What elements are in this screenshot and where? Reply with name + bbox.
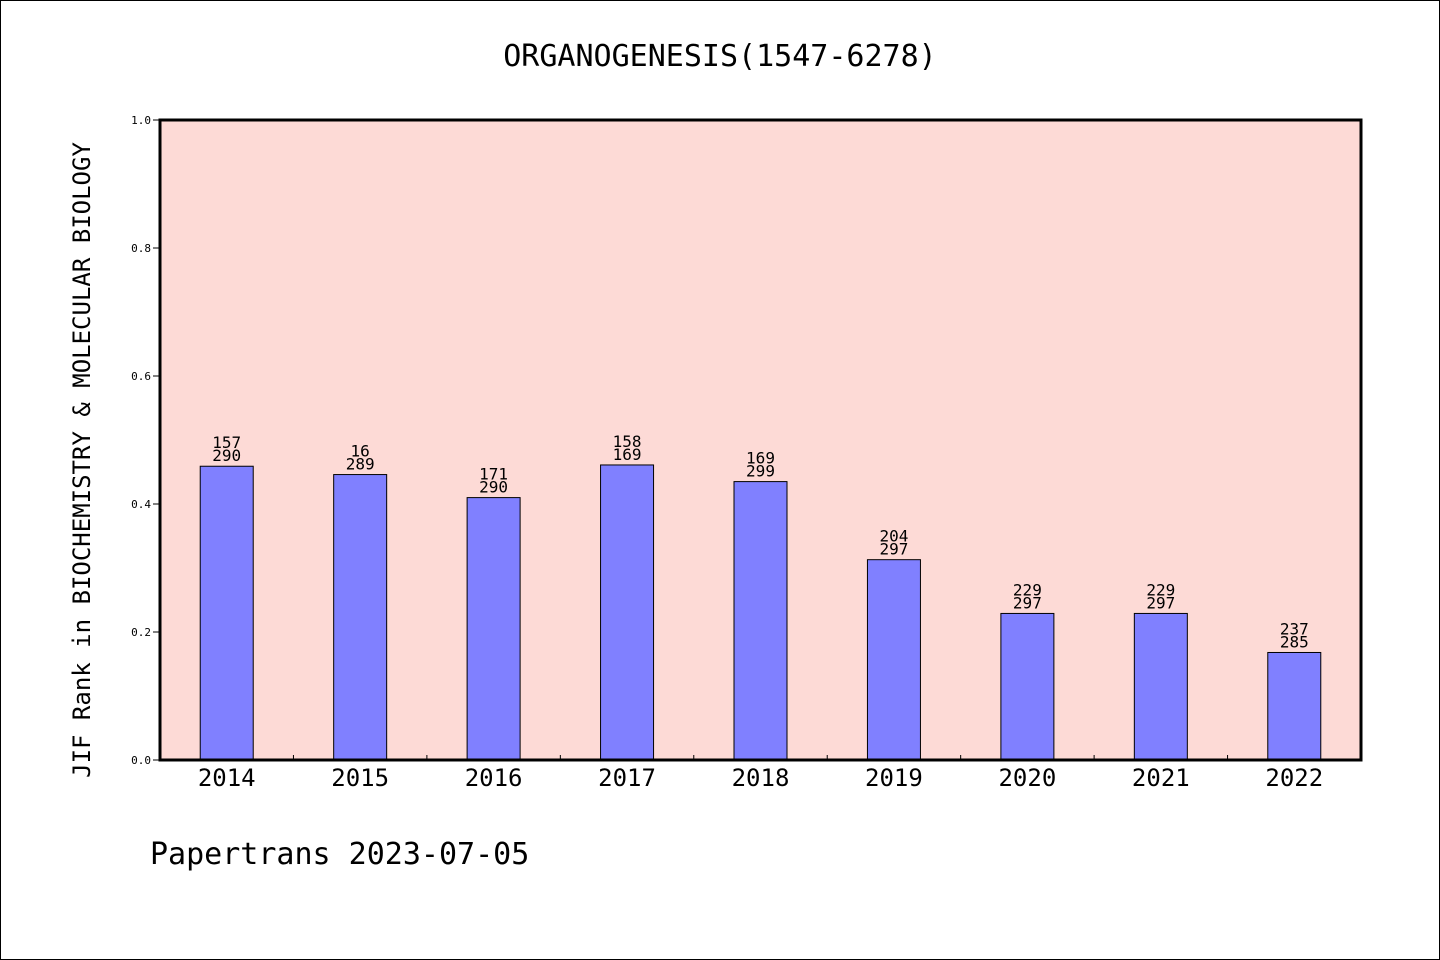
bar-2016 [466, 497, 521, 761]
bar-total-label: 297 [879, 540, 908, 559]
chart-title: ORGANOGENESIS(1547-6278) [503, 39, 936, 74]
y-tick-label: 0.8 [131, 242, 151, 255]
x-tick-label: 2019 [865, 764, 923, 792]
x-axis: 2014 2015 2016 2017 2018 2019 2020 2021 2022 [198, 755, 1323, 792]
bar-total-label: 297 [1013, 593, 1042, 612]
y-axis-label: JIF Rank in BIOCHEMISTRY & MOLECULAR BIO… [68, 142, 96, 778]
bar-total-label: 285 [1280, 632, 1309, 651]
bar-total-label: 297 [1146, 593, 1175, 612]
bar-total-label: 299 [746, 462, 775, 481]
x-tick-label: 2021 [1132, 764, 1190, 792]
y-tick-label: 1.0 [131, 114, 151, 127]
bar-rank-label: 169 [746, 449, 775, 468]
bar-2020 [1000, 612, 1055, 761]
bar-2014 [199, 465, 254, 761]
bar-rank-label: 237 [1280, 619, 1309, 638]
x-tick-label: 2022 [1265, 764, 1323, 792]
y-tick-label: 0.0 [131, 754, 151, 767]
bar-series [199, 464, 1322, 761]
footer-text: Papertrans 2023-07-05 [150, 837, 529, 872]
plot-border [158, 118, 1363, 762]
bar-2021 [1133, 612, 1188, 761]
x-tick-label: 2018 [732, 764, 790, 792]
x-tick-label: 2020 [998, 764, 1056, 792]
bar-total-label: 290 [479, 478, 508, 497]
bar-rank-label: 171 [479, 465, 508, 484]
bar-2015 [333, 474, 388, 761]
bar-2022 [1267, 651, 1322, 761]
bar-rank-label: 158 [613, 432, 642, 451]
x-tick-label: 2015 [331, 764, 389, 792]
bar-total-label: 169 [613, 445, 642, 464]
x-tick-label: 2017 [598, 764, 656, 792]
y-tick-label: 0.2 [131, 626, 151, 639]
bar-rank-label: 204 [879, 527, 908, 546]
bar-rank-label: 229 [1013, 580, 1042, 599]
bar-2018 [733, 481, 788, 761]
bar-2019 [866, 559, 921, 761]
y-tick-label: 0.4 [131, 498, 151, 511]
bar-2017 [600, 464, 655, 761]
bar-total-label: 290 [212, 446, 241, 465]
bar-rank-label: 157 [212, 433, 241, 452]
bar-rank-label: 16 [351, 442, 370, 461]
bar-rank-label: 229 [1146, 580, 1175, 599]
x-tick-label: 2016 [465, 764, 523, 792]
y-axis: 0.0 0.2 0.4 0.6 0.8 1.0 [131, 114, 160, 767]
y-tick-label: 0.6 [131, 370, 151, 383]
x-tick-label: 2014 [198, 764, 256, 792]
bar-total-label: 289 [346, 455, 375, 474]
